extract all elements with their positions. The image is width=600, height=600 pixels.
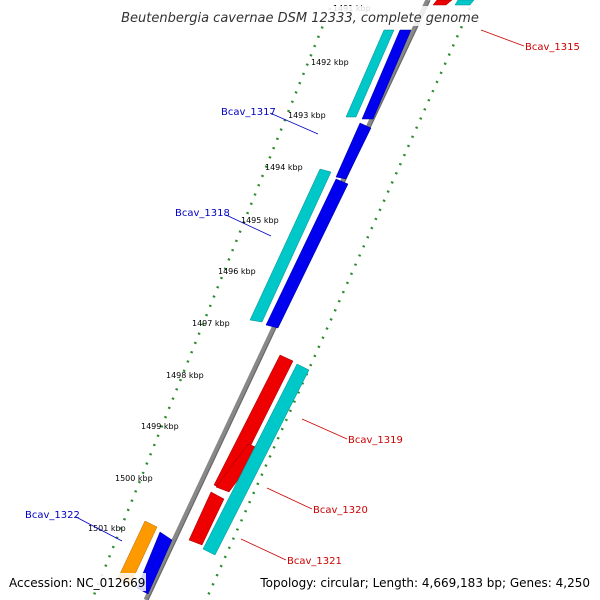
forward-tick-track [90,7,332,600]
gene-label-bcav-1320[interactable]: Bcav_1320 [313,505,368,516]
footer-topology-background [258,573,594,591]
scale-tick-label: 1495 kbp [241,216,279,225]
gene-cds-reverse-light[interactable] [202,363,310,556]
leader-line-bcav-1320 [266,487,313,510]
title-background [110,6,490,26]
topology-text: Topology: circular; Length: 4,669,183 bp… [259,576,590,590]
footer-accession-background [6,573,146,591]
scale-tick-label: 1497 kbp [192,319,230,328]
leader-line-bcav-1317 [269,112,319,135]
map-title: Beutenbergia cavernae DSM 12333, complet… [121,11,479,26]
scale-tick-label: 1501 kbp [88,524,126,533]
gene-bcav-1321[interactable] [188,491,225,546]
leader-line-bcav-1319 [301,418,348,440]
gene-bcav-1318-light[interactable] [249,168,332,323]
scale-tick-label: 1499 kbp [141,422,179,431]
gene-cds-reverse-light-top[interactable] [454,0,475,6]
gene-label-bcav-1315[interactable]: Bcav_1315 [525,42,580,53]
leader-line-bcav-1318 [225,214,272,237]
gene-bcav-1318[interactable] [265,178,349,329]
scale-tick-label: 1492 kbp [311,58,349,67]
gene-label-bcav-1317[interactable]: Bcav_1317 [221,107,276,118]
gene-label-bcav-1321[interactable]: Bcav_1321 [287,556,342,567]
leader-line-bcav-1315 [480,29,525,47]
gene-label-bcav-1322[interactable]: Bcav_1322 [25,510,80,521]
scale-tick-label: 1498 kbp [166,371,204,380]
leader-line-bcav-1321 [240,538,287,561]
gene-label-bcav-1318[interactable]: Bcav_1318 [175,208,230,219]
gene-bcav-1317[interactable] [335,122,372,180]
scale-tick-label: 1496 kbp [218,267,256,276]
accession-text: Accession: NC_012669 [9,576,145,590]
gene-cds-forward-light[interactable] [345,29,395,118]
scale-tick-label: 1493 kbp [288,111,326,120]
leader-line-bcav-1322 [75,516,123,542]
gene-label-bcav-1319[interactable]: Bcav_1319 [348,435,403,446]
scale-tick-label: 1494 kbp [265,163,303,172]
gene-cds-forward[interactable] [361,29,412,120]
reverse-tick-track [204,7,472,600]
scale-tick-label: 1500 kbp [115,474,153,483]
gene-bcav-1315[interactable] [432,0,453,6]
